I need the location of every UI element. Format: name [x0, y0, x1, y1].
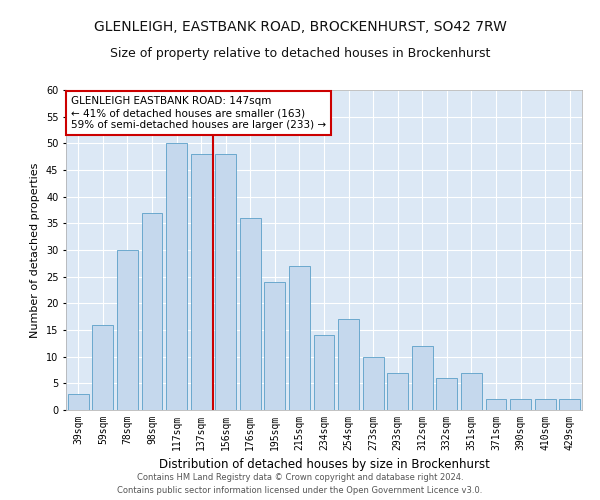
Bar: [142, 212, 163, 410]
Bar: [485, 400, 506, 410]
Bar: [559, 400, 580, 410]
Bar: [314, 336, 334, 410]
Y-axis label: Number of detached properties: Number of detached properties: [31, 162, 40, 338]
Text: Contains public sector information licensed under the Open Government Licence v3: Contains public sector information licen…: [118, 486, 482, 495]
Bar: [535, 400, 556, 410]
Bar: [215, 154, 236, 410]
Bar: [510, 400, 531, 410]
Bar: [68, 394, 89, 410]
Bar: [240, 218, 261, 410]
Text: Contains HM Land Registry data © Crown copyright and database right 2024.: Contains HM Land Registry data © Crown c…: [137, 472, 463, 482]
Bar: [117, 250, 138, 410]
Bar: [265, 282, 286, 410]
Bar: [92, 324, 113, 410]
Text: Size of property relative to detached houses in Brockenhurst: Size of property relative to detached ho…: [110, 48, 490, 60]
Bar: [436, 378, 457, 410]
Text: GLENLEIGH, EASTBANK ROAD, BROCKENHURST, SO42 7RW: GLENLEIGH, EASTBANK ROAD, BROCKENHURST, …: [94, 20, 506, 34]
X-axis label: Distribution of detached houses by size in Brockenhurst: Distribution of detached houses by size …: [158, 458, 490, 471]
Bar: [338, 320, 359, 410]
Bar: [362, 356, 383, 410]
Text: GLENLEIGH EASTBANK ROAD: 147sqm
← 41% of detached houses are smaller (163)
59% o: GLENLEIGH EASTBANK ROAD: 147sqm ← 41% of…: [71, 96, 326, 130]
Bar: [461, 372, 482, 410]
Bar: [387, 372, 408, 410]
Bar: [191, 154, 212, 410]
Bar: [412, 346, 433, 410]
Bar: [166, 144, 187, 410]
Bar: [289, 266, 310, 410]
